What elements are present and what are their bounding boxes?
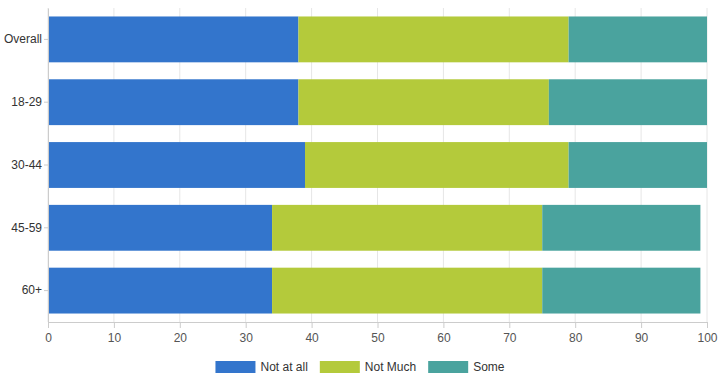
x-tick-label: 90: [635, 331, 649, 345]
bar-segment: [48, 79, 298, 125]
x-tick-label: 20: [174, 331, 188, 345]
y-tick-mark: [44, 165, 48, 166]
x-tick: 50: [371, 322, 385, 345]
bar-segment: [272, 268, 542, 314]
x-tick-label: 10: [108, 331, 122, 345]
x-tick-label: 0: [45, 331, 52, 345]
x-tick-mark: [312, 322, 313, 328]
x-tick-label: 30: [240, 331, 254, 345]
y-tick-mark: [44, 102, 48, 103]
x-tick-mark: [443, 322, 444, 328]
legend-swatch: [428, 361, 468, 373]
legend-label: Some: [473, 360, 505, 374]
x-tick: 90: [635, 322, 649, 345]
x-tick-mark: [707, 322, 708, 328]
y-tick: 60+: [22, 283, 48, 297]
bar-segment: [305, 142, 569, 188]
y-axis: Overall 18-29 30-44 45-59 60+: [4, 9, 49, 323]
x-axis: 0 10 20 30 40 50 60 70 80 90 100: [45, 322, 718, 345]
legend-label: Not Much: [365, 360, 416, 374]
y-tick-mark: [44, 39, 48, 40]
bar-segment: [48, 16, 298, 62]
bar-segment: [542, 205, 700, 251]
y-axis-line: [48, 9, 49, 323]
x-tick: 20: [174, 322, 188, 345]
bar-segment: [48, 268, 272, 314]
x-tick-label: 80: [569, 331, 583, 345]
x-tick-mark: [114, 322, 115, 328]
y-tick: 30-44: [11, 158, 48, 172]
y-tick: Overall: [4, 32, 48, 46]
grid: [48, 8, 707, 322]
bar-segment: [272, 205, 542, 251]
bar-segment: [298, 79, 548, 125]
bar-segment: [549, 79, 707, 125]
legend-swatch: [215, 361, 255, 373]
x-tick-label: 60: [437, 331, 451, 345]
y-tick-label: 60+: [22, 283, 42, 297]
bar-segment: [298, 16, 568, 62]
y-tick: 18-29: [11, 95, 48, 109]
bar-segment: [569, 142, 707, 188]
bar-segment: [48, 205, 272, 251]
x-tick-mark: [641, 322, 642, 328]
legend-item: Some: [428, 360, 505, 374]
bar-segment: [542, 268, 700, 314]
x-tick-label: 70: [503, 331, 517, 345]
legend-swatch: [320, 361, 360, 373]
x-tick-label: 50: [371, 331, 385, 345]
x-tick-mark: [180, 322, 181, 328]
y-tick-label: 30-44: [11, 158, 42, 172]
x-tick: 30: [240, 322, 254, 345]
x-tick-mark: [246, 322, 247, 328]
legend-item: Not Much: [320, 360, 416, 374]
legend-item: Not at all: [215, 360, 307, 374]
x-tick: 40: [305, 322, 319, 345]
bar-segment: [569, 16, 707, 62]
bars: [48, 16, 707, 313]
y-tick-mark: [44, 290, 48, 291]
x-tick: 100: [697, 322, 717, 345]
x-tick-mark: [509, 322, 510, 328]
x-tick: 0: [45, 322, 52, 345]
x-tick: 10: [108, 322, 122, 345]
y-tick-label: Overall: [4, 32, 42, 46]
y-tick-mark: [44, 227, 48, 228]
y-tick-label: 45-59: [11, 221, 42, 235]
legend-label: Not at all: [260, 360, 307, 374]
x-tick-mark: [575, 322, 576, 328]
x-tick-label: 100: [697, 331, 717, 345]
y-tick: 45-59: [11, 221, 48, 235]
x-tick-mark: [48, 322, 49, 328]
x-tick: 70: [503, 322, 517, 345]
x-tick: 80: [569, 322, 583, 345]
legend: Not at all Not Much Some: [215, 360, 504, 374]
x-tick-label: 40: [305, 331, 319, 345]
y-tick-label: 18-29: [11, 95, 42, 109]
bar-segment: [48, 142, 305, 188]
x-tick: 60: [437, 322, 451, 345]
x-tick-mark: [378, 322, 379, 328]
